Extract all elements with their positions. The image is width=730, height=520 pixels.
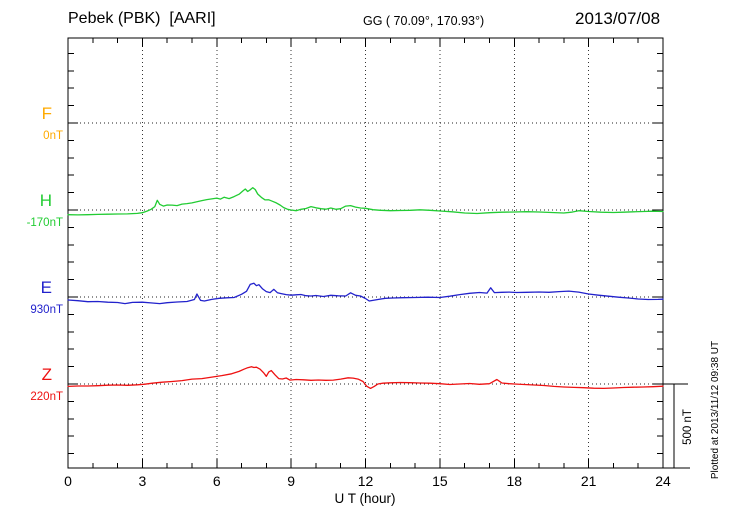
x-tick-label-18: 18 [506,473,523,489]
x-tick-label-3: 3 [138,473,147,489]
geo-coords-label: GG ( 70.09°, 170.93°) [363,14,485,28]
channel-H-label: H [39,191,52,210]
x-tick-label-21: 21 [580,473,597,489]
x-tick-label-9: 9 [287,473,296,489]
x-tick-label-24: 24 [655,473,671,489]
scale-bar-label: 500 nT [682,409,694,445]
x-tick-label-6: 6 [212,473,221,489]
x-tick-label-0: 0 [64,473,72,489]
channel-Z-label: Z [41,365,52,384]
date-label: 2013/07/08 [575,9,661,28]
x-axis-title: U T (hour) [334,491,396,506]
channel-F-base-label: 0nT [43,130,63,142]
plotted-at-note: Plotted at 2013/11/12 09:38 UT [710,340,721,480]
station-title: Pebek (PBK) [AARI] [68,10,216,27]
channel-H-base-label: -170nT [26,217,63,229]
channel-E-base-label: 930nT [30,304,63,316]
channel-Z-base-label: 220nT [30,391,63,403]
channel-E-label: E [40,278,52,297]
channel-F-label: F [41,104,52,123]
x-tick-label-12: 12 [357,473,374,489]
x-tick-label-15: 15 [432,473,448,489]
